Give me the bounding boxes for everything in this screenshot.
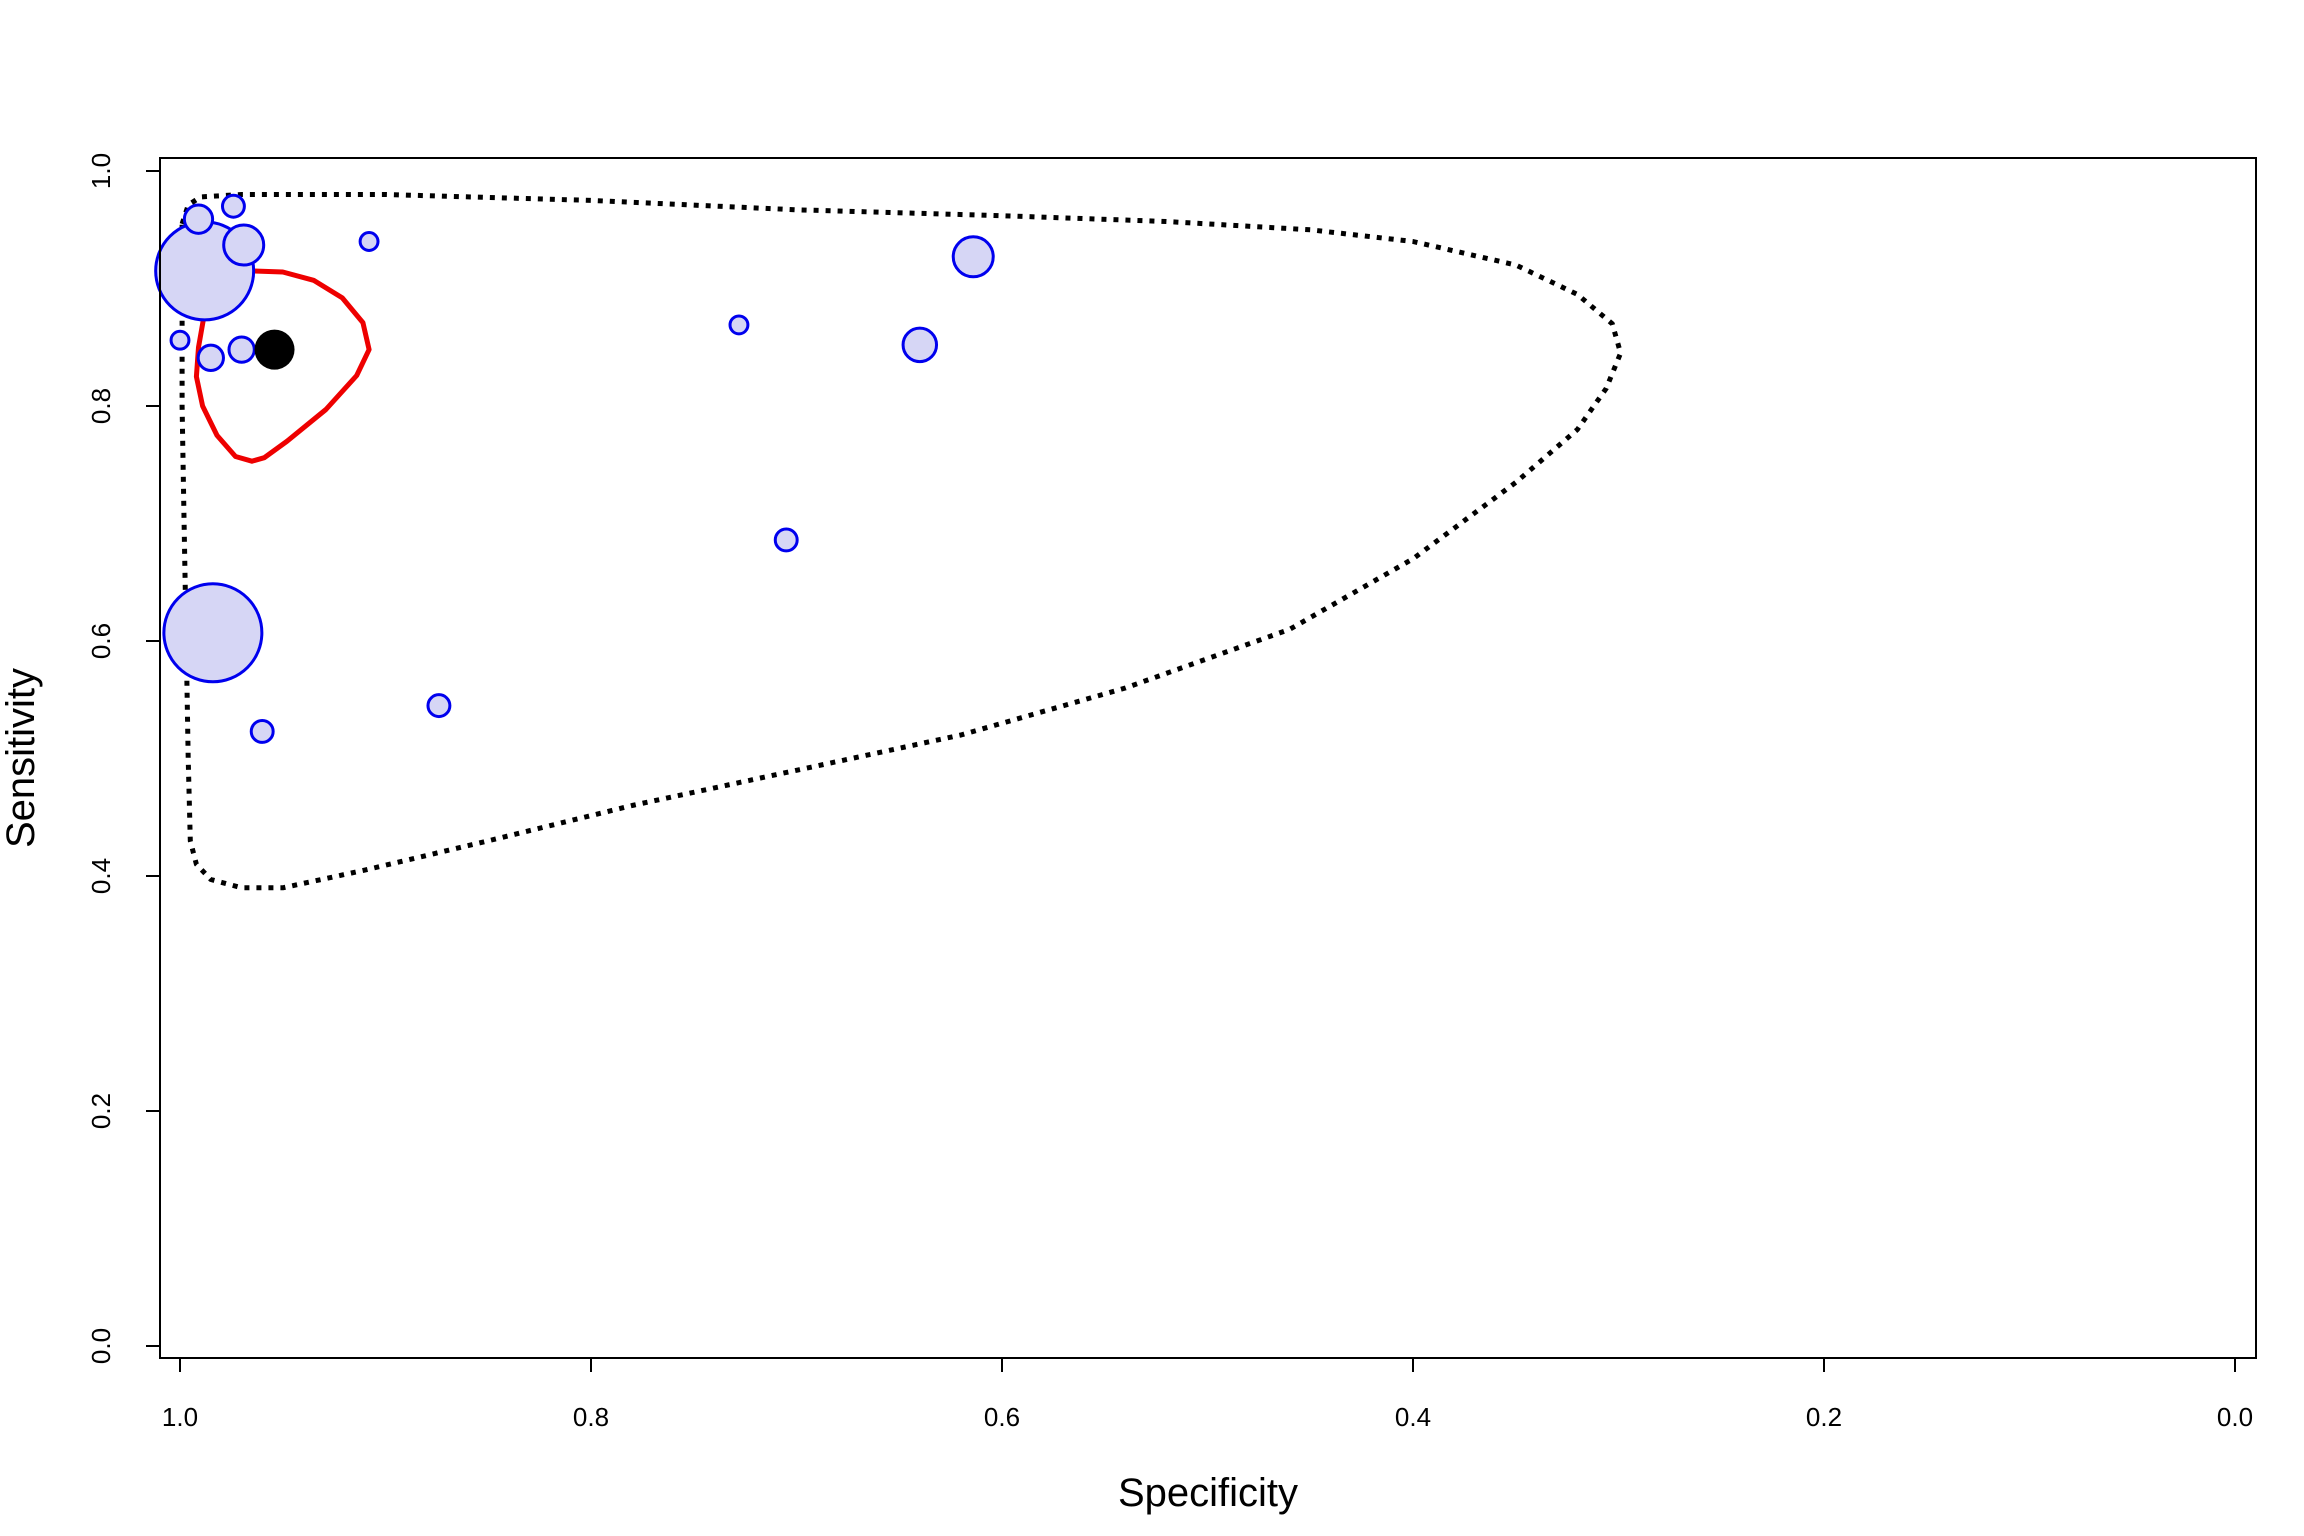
- x-tick-label: 0.6: [984, 1402, 1020, 1432]
- study-point: [249, 719, 275, 744]
- y-tick-label: 0.0: [86, 1328, 116, 1364]
- x-tick-label: 0.0: [2217, 1402, 2253, 1432]
- study-point: [901, 326, 939, 364]
- x-axis-title: Specificity: [1118, 1471, 1298, 1515]
- y-tick-label: 1.0: [86, 153, 116, 189]
- y-tick-label: 0.8: [86, 388, 116, 424]
- study-point: [220, 193, 246, 219]
- study-point: [728, 314, 750, 336]
- study-point: [951, 235, 995, 279]
- study-point: [182, 203, 215, 235]
- x-tick-label: 1.0: [162, 1402, 198, 1432]
- summary-point: [254, 329, 295, 370]
- y-axis-title: Sensitivity: [0, 668, 43, 848]
- study-point: [196, 343, 225, 372]
- study-point: [162, 582, 264, 684]
- y-tick-label: 0.6: [86, 623, 116, 659]
- study-point: [358, 231, 380, 252]
- y-tick-label: 0.4: [86, 858, 116, 894]
- prediction-region: [179, 192, 1624, 891]
- x-tick-label: 0.8: [573, 1402, 609, 1432]
- study-point: [169, 329, 191, 351]
- study-point: [426, 693, 452, 719]
- x-tick-label: 0.4: [1395, 1402, 1431, 1432]
- study-point: [227, 335, 256, 364]
- study-point: [222, 223, 266, 267]
- y-tick-label: 0.2: [86, 1093, 116, 1129]
- x-tick-label: 0.2: [1806, 1402, 1842, 1432]
- study-point: [773, 527, 799, 553]
